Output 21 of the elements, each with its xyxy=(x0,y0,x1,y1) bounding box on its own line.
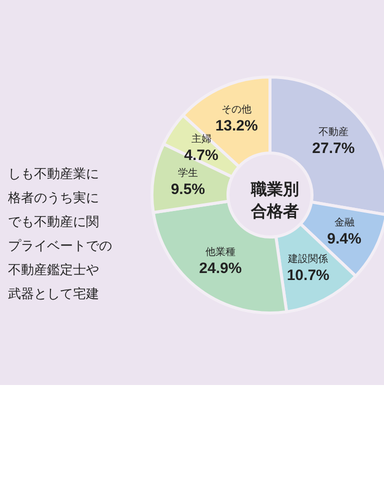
text: 武器として宅建 xyxy=(8,286,100,304)
slice-label: 他業種 xyxy=(205,246,236,258)
text: 職業別合格者 xyxy=(250,180,299,220)
slice-label: その他 xyxy=(222,104,252,116)
data-label: 13.2% xyxy=(215,118,258,135)
slice-label: 学生 xyxy=(178,167,198,180)
text: プライベートでの xyxy=(8,238,112,256)
text: しも不動産業に xyxy=(8,166,100,184)
data-label: 10.7% xyxy=(286,267,330,284)
data-label: 9.5% xyxy=(170,181,206,198)
data-label: 9.4% xyxy=(327,230,362,248)
data-label: 24.9% xyxy=(199,260,242,278)
slice-label: 主婦 xyxy=(191,132,212,145)
slice-label: 金融 xyxy=(334,216,354,229)
text: 不動産鑑定士や xyxy=(8,262,100,280)
data-label: 27.7% xyxy=(312,140,355,157)
text: 格者のうち実に xyxy=(8,190,100,208)
slice-label: 建設関係 xyxy=(287,253,328,266)
text: でも不動産に関 xyxy=(8,214,100,232)
data-label: 4.7% xyxy=(184,146,218,164)
slice-label: 不動産 xyxy=(318,126,348,138)
